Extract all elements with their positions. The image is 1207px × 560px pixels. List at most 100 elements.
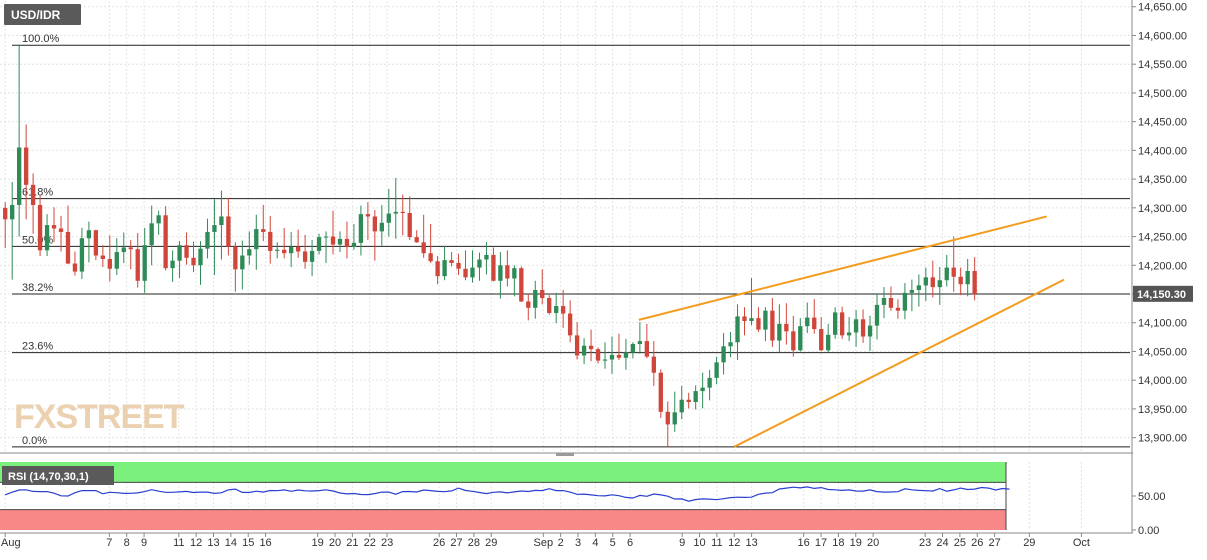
date-axis-label: 17 [815, 537, 827, 549]
candle-body [3, 207, 8, 220]
date-axis-label: Oct [1073, 537, 1090, 549]
price-axis-label: 14,450.00 [1138, 117, 1187, 129]
candle-body [630, 343, 636, 353]
candle-body [477, 259, 482, 268]
price-axis-label: 13,950.00 [1138, 404, 1187, 416]
candle-body [860, 319, 866, 337]
candle-body [728, 342, 733, 347]
price-axis-label: 14,600.00 [1138, 30, 1187, 42]
candle-body [784, 323, 789, 332]
date-axis-label: 15 [242, 537, 254, 549]
candle-body [756, 318, 761, 330]
rsi-oversold-zone [0, 509, 1006, 530]
date-axis-label: 26 [433, 537, 445, 549]
date-axis-label: 13 [745, 537, 757, 549]
price-axis-label: 14,050.00 [1138, 346, 1187, 358]
candle-body [798, 326, 803, 351]
candle-body [142, 245, 147, 281]
candle-body [365, 214, 371, 217]
rsi-line [4, 486, 1010, 502]
pane-resize-handle [556, 453, 574, 456]
candle-body [616, 354, 622, 358]
candle-body [846, 332, 852, 336]
date-axis-label: 28 [468, 537, 480, 549]
candle-body [316, 237, 322, 251]
candle-body [72, 263, 78, 272]
candle-body [65, 231, 71, 264]
candle-body [407, 212, 412, 238]
candle-body [435, 261, 440, 277]
candle-body [707, 377, 712, 388]
candle-body [888, 298, 894, 308]
candle-body [853, 319, 859, 333]
candle-body [288, 246, 294, 254]
price-axis-label: 14,200.00 [1138, 260, 1187, 272]
date-axis-label: 27 [988, 537, 1000, 549]
candle-body [261, 229, 266, 232]
date-axis-label: 11 [711, 537, 722, 549]
price-axis-label: 13,900.00 [1138, 433, 1187, 445]
candle-body [205, 231, 210, 249]
last-price-badge [1133, 285, 1193, 302]
candle-body [916, 285, 922, 290]
candle-body [247, 249, 252, 256]
candle-body [491, 254, 496, 281]
candle-body [323, 236, 329, 238]
symbol-label: USD/IDR [11, 8, 61, 22]
price-axis-label: 14,000.00 [1138, 375, 1187, 387]
candle-body [937, 280, 942, 288]
candle-body [226, 216, 231, 247]
candle-body [198, 248, 203, 266]
candle-body [951, 267, 956, 277]
watermark-logo: FXSTREET [14, 398, 185, 436]
candle-body [456, 262, 461, 269]
candle-body [567, 313, 573, 336]
candle-body [526, 301, 531, 308]
price-axis-label: 14,400.00 [1138, 145, 1187, 157]
candle-body [972, 271, 977, 295]
candle-body [581, 345, 587, 356]
price-axis-label: 14,550.00 [1138, 59, 1187, 71]
candle-body [23, 147, 29, 185]
candle-body [135, 249, 140, 281]
date-axis-label: 12 [190, 537, 202, 549]
candle-body [184, 245, 189, 258]
date-axis-label: 5 [610, 537, 616, 549]
candle-body [721, 346, 726, 363]
date-axis-label: 10 [693, 537, 705, 549]
candle-body [386, 213, 391, 223]
candle-body [51, 225, 57, 229]
candle-body [30, 184, 36, 205]
date-axis-label: 21 [346, 537, 358, 549]
fib-level-label: 38.2% [22, 282, 53, 294]
candle-body [330, 236, 336, 245]
candle-body [874, 304, 880, 326]
date-axis-label: Aug [1, 537, 21, 549]
last-price-label: 14,150.30 [1137, 289, 1186, 301]
candle-body [560, 306, 566, 314]
candle-body [547, 298, 552, 313]
date-axis-label: 18 [832, 537, 844, 549]
candle-body [177, 245, 182, 261]
candle-body [839, 312, 845, 336]
rsi-axis-label: 50.00 [1138, 491, 1166, 503]
fib-level-label: 100.0% [22, 33, 60, 45]
candle-body [170, 260, 175, 269]
date-axis-label: 9 [679, 537, 685, 549]
price-axis-label: 14,500.00 [1138, 88, 1187, 100]
candle-body [10, 204, 15, 220]
candle-body [554, 306, 559, 313]
candle-body [944, 267, 949, 281]
candle-body [100, 255, 106, 259]
candle-body [923, 277, 928, 286]
candle-body [233, 246, 238, 270]
date-axis-label: 26 [971, 537, 983, 549]
candle-body [700, 387, 705, 392]
candle-body [519, 268, 524, 302]
candle-body [602, 359, 608, 361]
candle-body [623, 352, 629, 358]
date-axis-label: 8 [124, 537, 130, 549]
candle-body [791, 331, 796, 351]
candle-body [930, 277, 935, 288]
candle-body [121, 247, 126, 253]
